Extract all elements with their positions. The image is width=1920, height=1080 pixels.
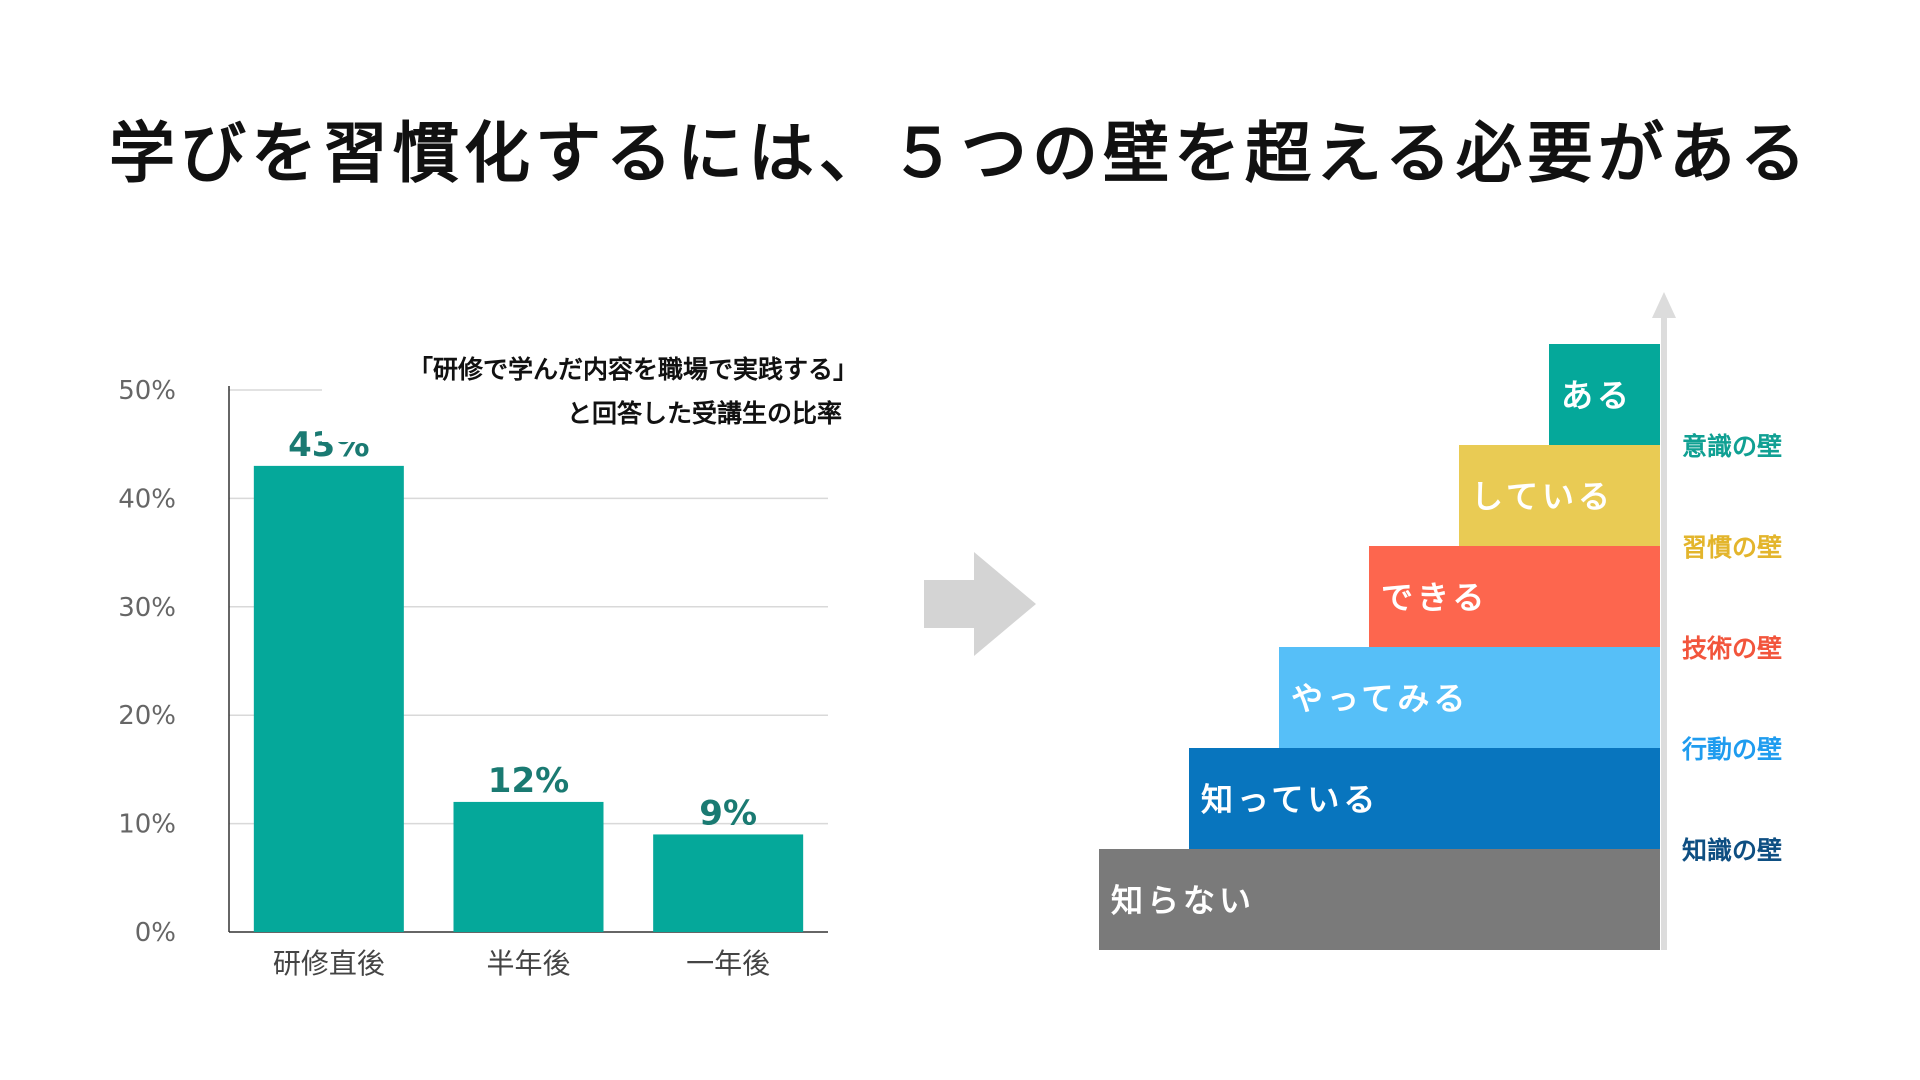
stair-step [1369,546,1660,647]
stair-step [1099,849,1660,950]
stair-step [1549,344,1660,445]
stair-step [1459,445,1660,546]
stair-step-label: ある [1561,377,1633,415]
right-arrow-icon [924,552,1036,656]
stair-step-label: している [1471,478,1614,516]
stair-step [1189,748,1660,849]
category-label: 半年後 [486,947,570,980]
page-title: 学びを習慣化するには、５つの壁を超える必要がある [108,115,1812,192]
annotation-background [322,342,862,442]
bar [453,801,604,932]
stair-step-label: 知っている [1201,781,1379,819]
y-tick-label: 30% [118,593,176,623]
annotation-line-1: 「研修で学んだ内容を職場で実践する」 [408,355,858,384]
stair-step [1279,647,1660,748]
wall-label: 技術の壁 [1682,634,1782,663]
wall-label: 習慣の壁 [1682,533,1782,562]
y-tick-label: 20% [118,701,176,731]
y-tick-label: 10% [118,810,176,840]
y-tick-label: 40% [118,484,176,514]
y-tick-label: 0% [135,918,176,948]
stair-step-label: やってみる [1291,680,1469,718]
data-label: 12% [488,761,569,801]
wall-label: 知識の壁 [1682,836,1782,865]
data-label: 9% [699,793,757,833]
category-label: 研修直後 [273,947,385,980]
annotation-line-2: と回答した受講生の比率 [567,399,842,428]
stair-step-label: 知らない [1111,882,1255,920]
y-tick-label: 50% [118,376,176,406]
wall-label: 意識の壁 [1682,432,1782,461]
category-label: 一年後 [686,947,770,980]
bar [653,834,804,932]
bar [253,465,404,932]
stair-step-label: できる [1381,579,1488,617]
up-arrow-icon [1652,292,1676,318]
wall-label: 行動の壁 [1681,735,1782,764]
bar-chart: 0%10%20%30%40%50%43%研修直後12%半年後9%一年後「研修で学… [118,342,862,980]
